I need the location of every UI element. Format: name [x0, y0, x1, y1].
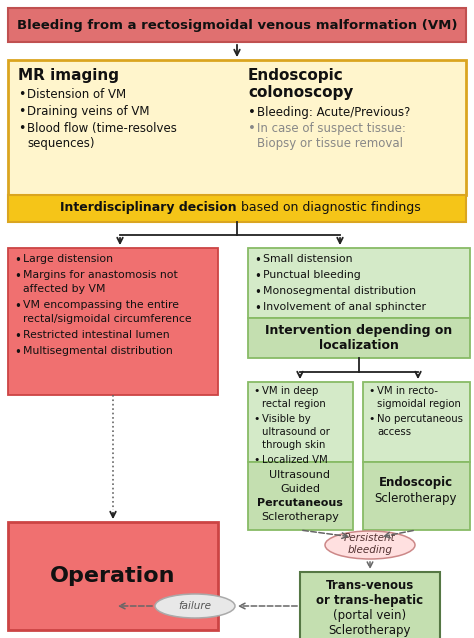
Text: Small distension: Small distension	[263, 254, 353, 264]
FancyBboxPatch shape	[248, 318, 470, 358]
Text: •: •	[18, 122, 26, 135]
Text: Sclerotherapy: Sclerotherapy	[329, 624, 411, 637]
Text: Visible by: Visible by	[262, 414, 311, 424]
Text: or trans-hepatic: or trans-hepatic	[317, 594, 424, 607]
Text: Trans-venous: Trans-venous	[326, 579, 414, 592]
Text: Large distension: Large distension	[23, 254, 113, 264]
Ellipse shape	[155, 594, 235, 618]
Text: Draining veins of VM: Draining veins of VM	[27, 105, 149, 118]
Text: •: •	[14, 330, 21, 343]
Text: ultrasound or: ultrasound or	[262, 427, 330, 437]
Text: MR imaging: MR imaging	[18, 68, 119, 83]
Text: Localized VM: Localized VM	[262, 455, 328, 465]
Text: •: •	[253, 455, 259, 465]
FancyBboxPatch shape	[363, 382, 470, 462]
Text: Ultrasound: Ultrasound	[270, 470, 330, 480]
FancyBboxPatch shape	[248, 382, 353, 462]
FancyBboxPatch shape	[8, 248, 218, 395]
Text: sigmoidal region: sigmoidal region	[377, 399, 461, 409]
FancyBboxPatch shape	[248, 462, 353, 530]
FancyBboxPatch shape	[363, 462, 470, 530]
Text: VM in recto-: VM in recto-	[377, 386, 438, 396]
Text: •: •	[368, 386, 374, 396]
Text: Percutaneous: Percutaneous	[257, 498, 343, 508]
Text: •: •	[248, 106, 256, 119]
Text: failure: failure	[179, 601, 211, 611]
Text: rectal region: rectal region	[262, 399, 326, 409]
Text: •: •	[254, 302, 261, 315]
Text: Bleeding: Acute/Previous?: Bleeding: Acute/Previous?	[257, 106, 410, 119]
Text: •: •	[254, 254, 261, 267]
Text: Blood flow (time-resolves: Blood flow (time-resolves	[27, 122, 177, 135]
FancyBboxPatch shape	[300, 572, 440, 638]
Text: rectal/sigmoidal circumference: rectal/sigmoidal circumference	[23, 314, 191, 324]
Text: •: •	[248, 122, 256, 135]
Text: affected by VM: affected by VM	[23, 284, 106, 294]
Text: based on diagnostic findings: based on diagnostic findings	[237, 202, 421, 214]
FancyBboxPatch shape	[8, 8, 466, 42]
Text: (portal vein): (portal vein)	[333, 609, 407, 622]
Text: •: •	[14, 254, 21, 267]
Text: Sclerotherapy: Sclerotherapy	[375, 492, 457, 505]
Text: VM in deep: VM in deep	[262, 386, 319, 396]
Text: •: •	[18, 88, 26, 101]
FancyBboxPatch shape	[8, 195, 466, 222]
FancyBboxPatch shape	[248, 248, 470, 318]
Text: Interdisciplinary decision: Interdisciplinary decision	[60, 202, 237, 214]
Text: •: •	[253, 386, 259, 396]
Text: Biopsy or tissue removal: Biopsy or tissue removal	[257, 137, 403, 150]
FancyBboxPatch shape	[8, 522, 218, 630]
Ellipse shape	[325, 531, 415, 559]
Text: In case of suspect tissue:: In case of suspect tissue:	[257, 122, 406, 135]
Text: •: •	[254, 286, 261, 299]
Text: Guided: Guided	[280, 484, 320, 494]
Text: access: access	[377, 427, 411, 437]
FancyBboxPatch shape	[8, 60, 466, 195]
Text: Operation: Operation	[50, 566, 176, 586]
Text: •: •	[18, 105, 26, 118]
Text: through skin: through skin	[262, 440, 325, 450]
Text: Monosegmental distribution: Monosegmental distribution	[263, 286, 416, 296]
Text: •: •	[254, 270, 261, 283]
Text: •: •	[368, 414, 374, 424]
Text: Distension of VM: Distension of VM	[27, 88, 126, 101]
Text: VM encompassing the entire: VM encompassing the entire	[23, 300, 179, 310]
Text: Intervention depending on
localization: Intervention depending on localization	[265, 324, 453, 352]
Text: Margins for anastomosis not: Margins for anastomosis not	[23, 270, 178, 280]
Text: Involvement of anal sphincter: Involvement of anal sphincter	[263, 302, 426, 312]
Text: sequences): sequences)	[27, 137, 94, 150]
Text: No percutaneous: No percutaneous	[377, 414, 463, 424]
Text: •: •	[14, 346, 21, 359]
Text: Endoscopic
colonoscopy: Endoscopic colonoscopy	[248, 68, 354, 100]
Text: Endoscopic: Endoscopic	[379, 476, 453, 489]
Text: •: •	[253, 414, 259, 424]
Text: •: •	[14, 300, 21, 313]
Text: Restricted intestinal lumen: Restricted intestinal lumen	[23, 330, 170, 340]
Text: Punctual bleeding: Punctual bleeding	[263, 270, 361, 280]
Text: Sclerotherapy: Sclerotherapy	[261, 512, 339, 522]
Text: •: •	[14, 270, 21, 283]
Text: Persistent
bleeding: Persistent bleeding	[344, 533, 396, 555]
Text: Bleeding from a rectosigmoidal venous malformation (VM): Bleeding from a rectosigmoidal venous ma…	[17, 19, 457, 31]
Text: Multisegmental distribution: Multisegmental distribution	[23, 346, 173, 356]
